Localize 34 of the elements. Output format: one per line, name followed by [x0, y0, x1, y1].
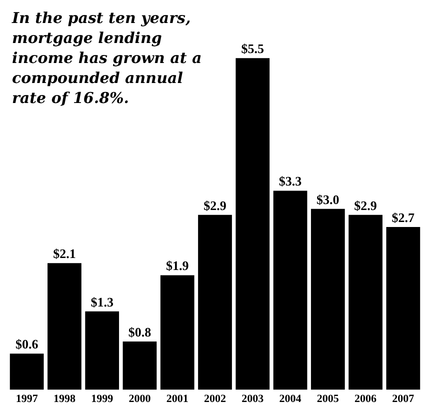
data-label: $3.0	[316, 192, 340, 207]
bar	[236, 58, 270, 390]
bar	[10, 354, 44, 390]
x-tick-label: 2006	[354, 393, 378, 406]
x-tick-label: 2001	[166, 393, 188, 406]
bar	[85, 311, 120, 390]
data-label: $0.6	[15, 336, 39, 352]
data-label: $1.9	[166, 258, 190, 274]
data-label: $2.9	[354, 198, 378, 213]
bar	[48, 263, 82, 390]
chart-title: In the past ten years, mortgage lending income has grown at a compounded annual rate of 16.8%.	[12, 8, 203, 108]
data-label: $2.9	[204, 198, 227, 213]
bar	[310, 208, 345, 390]
x-tick-label: 2002	[204, 393, 226, 406]
bar	[160, 275, 194, 390]
x-tick-label: 2004	[279, 393, 302, 406]
x-tick-label: 2005	[316, 393, 340, 406]
x-tick-label: 2003	[242, 393, 264, 406]
x-tick-label: 1997	[16, 393, 38, 406]
x-tick-label: 2000	[128, 393, 152, 406]
x-tick-label: 2007	[392, 393, 415, 406]
x-tick-label: 1998	[53, 393, 76, 406]
data-label: $5.5	[241, 41, 265, 56]
data-label: $3.3	[278, 174, 302, 189]
data-label: $2.1	[53, 246, 76, 262]
x-tick-label: 1999	[91, 393, 114, 406]
bar	[273, 190, 308, 390]
bar	[348, 214, 382, 390]
bar	[122, 342, 157, 390]
data-label: $1.3	[90, 294, 114, 310]
bar	[198, 214, 232, 390]
bar	[386, 226, 420, 390]
data-label: $0.8	[128, 324, 152, 340]
data-label: $2.7	[392, 210, 416, 225]
